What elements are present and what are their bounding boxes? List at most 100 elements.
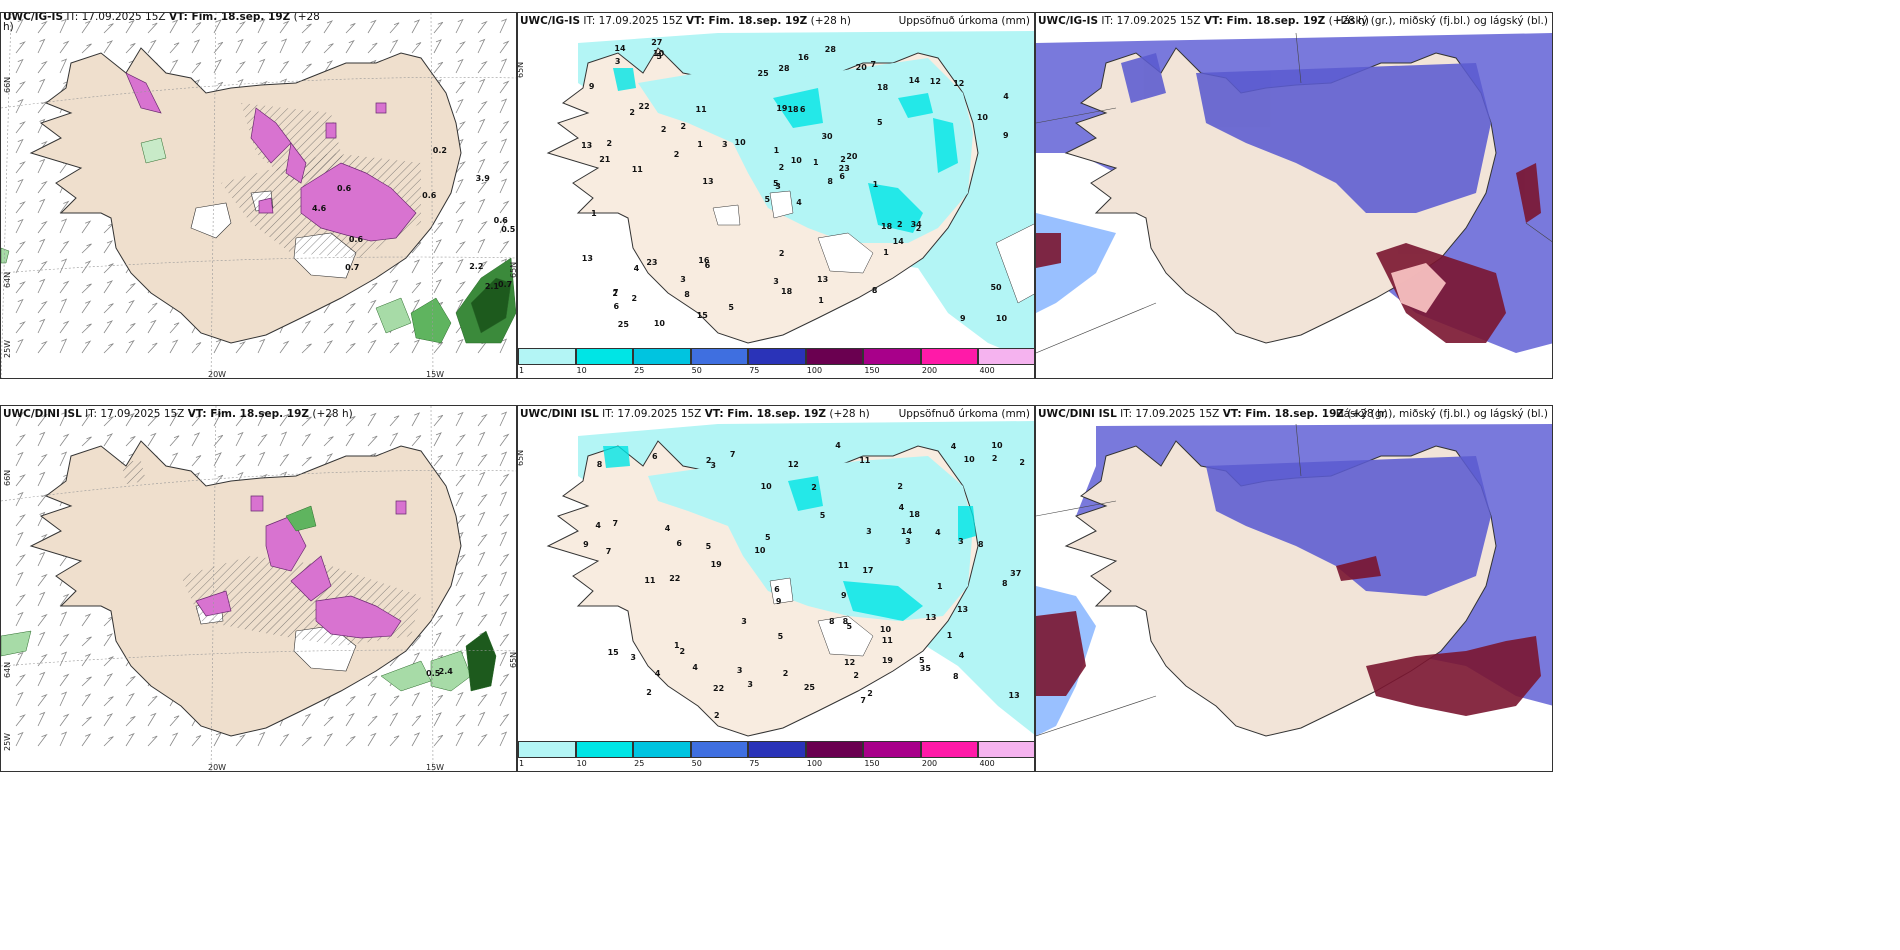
wind-barb [455,281,466,294]
colorbar-swatch [690,348,749,365]
value-label: 0.5 [426,668,441,678]
value-label: 1 [813,158,819,168]
colorbar-tick: 200 [921,366,938,375]
value-label: 5 [728,303,734,313]
lat-label-66: 66N [3,469,12,486]
value-label: 4 [633,264,640,274]
wind-barb [257,411,266,427]
valid-time: VT: Fim. 18.sep. 19Z [704,408,827,420]
map-canvas [546,31,1034,363]
colorbar-tick: 1 [519,759,525,768]
colorbar-swatch [633,741,691,758]
value-label: 6 [613,301,620,311]
precip-field-medium [613,68,958,233]
wind-barb [37,220,48,234]
wind-barb [125,732,135,747]
wind-barb [367,715,378,727]
wind-barb [257,40,268,54]
value-label: 9 [583,540,589,550]
model-name: UWC/IG-IS [520,15,581,27]
value-label: 6 [774,585,780,595]
value-label: 6 [799,104,806,114]
colorbar-tick: 75 [749,366,760,375]
panel-title: UWC/DINI ISL IT: 17.09.2025 15Z VT: Fim.… [520,408,870,420]
wind-barb [455,634,466,647]
value-label: 4 [950,441,957,451]
value-label: 10 [963,455,975,465]
wind-barb [15,611,24,627]
colorbar-tick: 100 [806,759,823,768]
value-label: 0.6 [493,215,508,225]
wind-barb [59,298,68,314]
wind-barb [37,340,48,354]
wind-barb [37,711,46,727]
colorbar-swatch [920,741,979,758]
wind-barb [15,138,24,154]
wind-barb [103,303,114,314]
wind-barb [499,531,508,547]
model-name: UWC/IG-IS [3,12,64,23]
wind-barb [455,18,464,34]
wind-barb [499,200,510,214]
wind-barb [301,63,312,74]
value-label: 2 [1019,458,1025,468]
wind-barb [499,611,508,627]
wind-barb [455,258,464,274]
value-label: 2 [782,669,789,679]
wind-barb [499,633,510,647]
wind-barb [59,691,68,707]
wind-barb [37,591,46,607]
lat-label-65-right: 65N [517,61,525,78]
wind-barb [433,21,444,34]
value-label: 5 [765,533,771,543]
panel-title: UWC/IG-IS IT: 17.09.2025 15Z VT: Fim. 18… [1038,15,1369,27]
value-label: 1 [818,296,824,306]
wind-barb [15,491,24,507]
colorbar-swatch [633,348,691,365]
wind-barb [235,21,246,34]
graticule [1,13,516,378]
wind-barb [235,414,246,427]
lead-time: (+28 h) [312,408,353,420]
value-label: 3 [680,274,686,284]
value-label: 2.1 [484,282,499,292]
colorbar-swatch [978,348,1034,365]
wind-barb [345,319,355,334]
wind-barb [59,731,68,747]
value-label: 2 [629,107,635,117]
init-time: IT: 17.09.2025 15Z [1101,15,1201,27]
cloud-over-land [1121,53,1491,213]
wind-barb [15,651,24,667]
wind-barb [455,121,466,134]
value-label: 0.7 [498,279,513,289]
wind-barb [15,58,24,74]
wind-barb [125,322,136,334]
wind-barb [103,416,114,427]
value-label: 4 [898,503,905,513]
wind-barb [81,323,92,334]
panel-title-wrap: h) [3,21,14,33]
value-label: 23 [646,258,658,268]
lead-time: (+28 h) [1347,408,1388,420]
wind-barb [37,300,48,314]
cloud-low-pink [1391,263,1446,313]
value-label: 3 [710,460,716,470]
wind-barb [433,61,444,74]
wind-barb [37,471,46,487]
value-label: 7 [729,449,736,459]
wind-barb [103,280,114,294]
value-label: 2 [680,122,687,132]
wind-barb [477,158,486,174]
value-label: 4 [935,527,941,537]
wind-barb [81,676,92,687]
wind-barb [213,474,224,487]
wind-barb [15,691,24,707]
wind-barb [389,279,399,294]
wind-barb [323,413,334,427]
wind-barb [499,218,508,234]
wind-barb [389,735,400,747]
wind-barb [81,733,92,747]
wind-barb [37,453,48,467]
wind-barb [433,432,442,447]
wind-barb [279,431,288,447]
